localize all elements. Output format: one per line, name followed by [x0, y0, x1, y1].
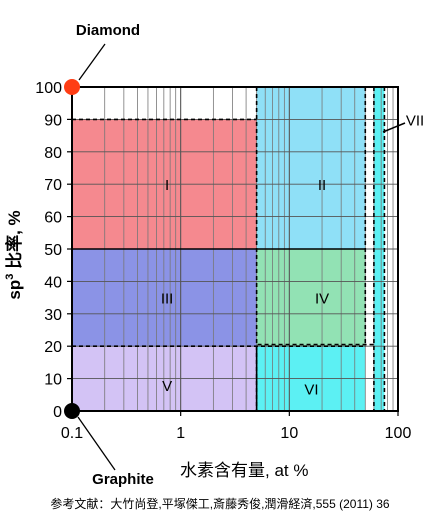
y-tick-label: 80 [44, 145, 62, 162]
y-tick-label: 40 [44, 274, 62, 291]
y-tick-label: 0 [53, 404, 62, 421]
diamond-leader [78, 43, 106, 81]
x-tick-label: 0.1 [61, 425, 83, 442]
region-label-ii: II [318, 177, 326, 194]
y-tick-label: 70 [44, 177, 62, 194]
y-tick-label: 20 [44, 339, 62, 356]
graphite-label: Graphite [92, 471, 154, 488]
region-borders [72, 86, 386, 411]
x-tick-label: 10 [280, 425, 298, 442]
y-tick-label: 100 [35, 80, 62, 97]
graphite-marker [64, 403, 80, 419]
region-vii-leader [382, 122, 406, 133]
axis-ticks: 0 10 20 30 40 50 60 70 80 90 100 0.1 1 10 100 [35, 80, 411, 442]
x-tick-label: 100 [385, 425, 412, 442]
region-label-vi: VI [304, 381, 318, 398]
region-ii-fill [256, 87, 366, 249]
reference-text: 参考文献：大竹尚登,平塚傑工,斎藤秀俊,潤滑経済,555 (2011) 36 [50, 496, 389, 511]
data-points: Diamond Graphite [64, 22, 154, 488]
region-label-iii: III [161, 291, 174, 308]
x-axis-title: 水素含有量, at % [180, 461, 308, 480]
graphite-leader [77, 416, 116, 471]
y-tick-label: 60 [44, 210, 62, 227]
region-iii-fill [72, 249, 257, 347]
region-label-vii: VII [406, 112, 424, 129]
y-tick-label: 30 [44, 307, 62, 324]
y-tick-label: 90 [44, 112, 62, 129]
diamond-marker [64, 79, 80, 95]
y-tick-label: 10 [44, 372, 62, 389]
x-tick-label: 1 [176, 425, 185, 442]
y-axis-title: sp3 比率, % [4, 210, 24, 299]
region-label-i: I [165, 177, 169, 194]
diamond-label: Diamond [76, 22, 140, 39]
region-label-v: V [162, 378, 172, 395]
region-label-iv: IV [315, 291, 329, 308]
y-tick-label: 50 [44, 242, 62, 259]
region-iv-fill [256, 249, 366, 347]
